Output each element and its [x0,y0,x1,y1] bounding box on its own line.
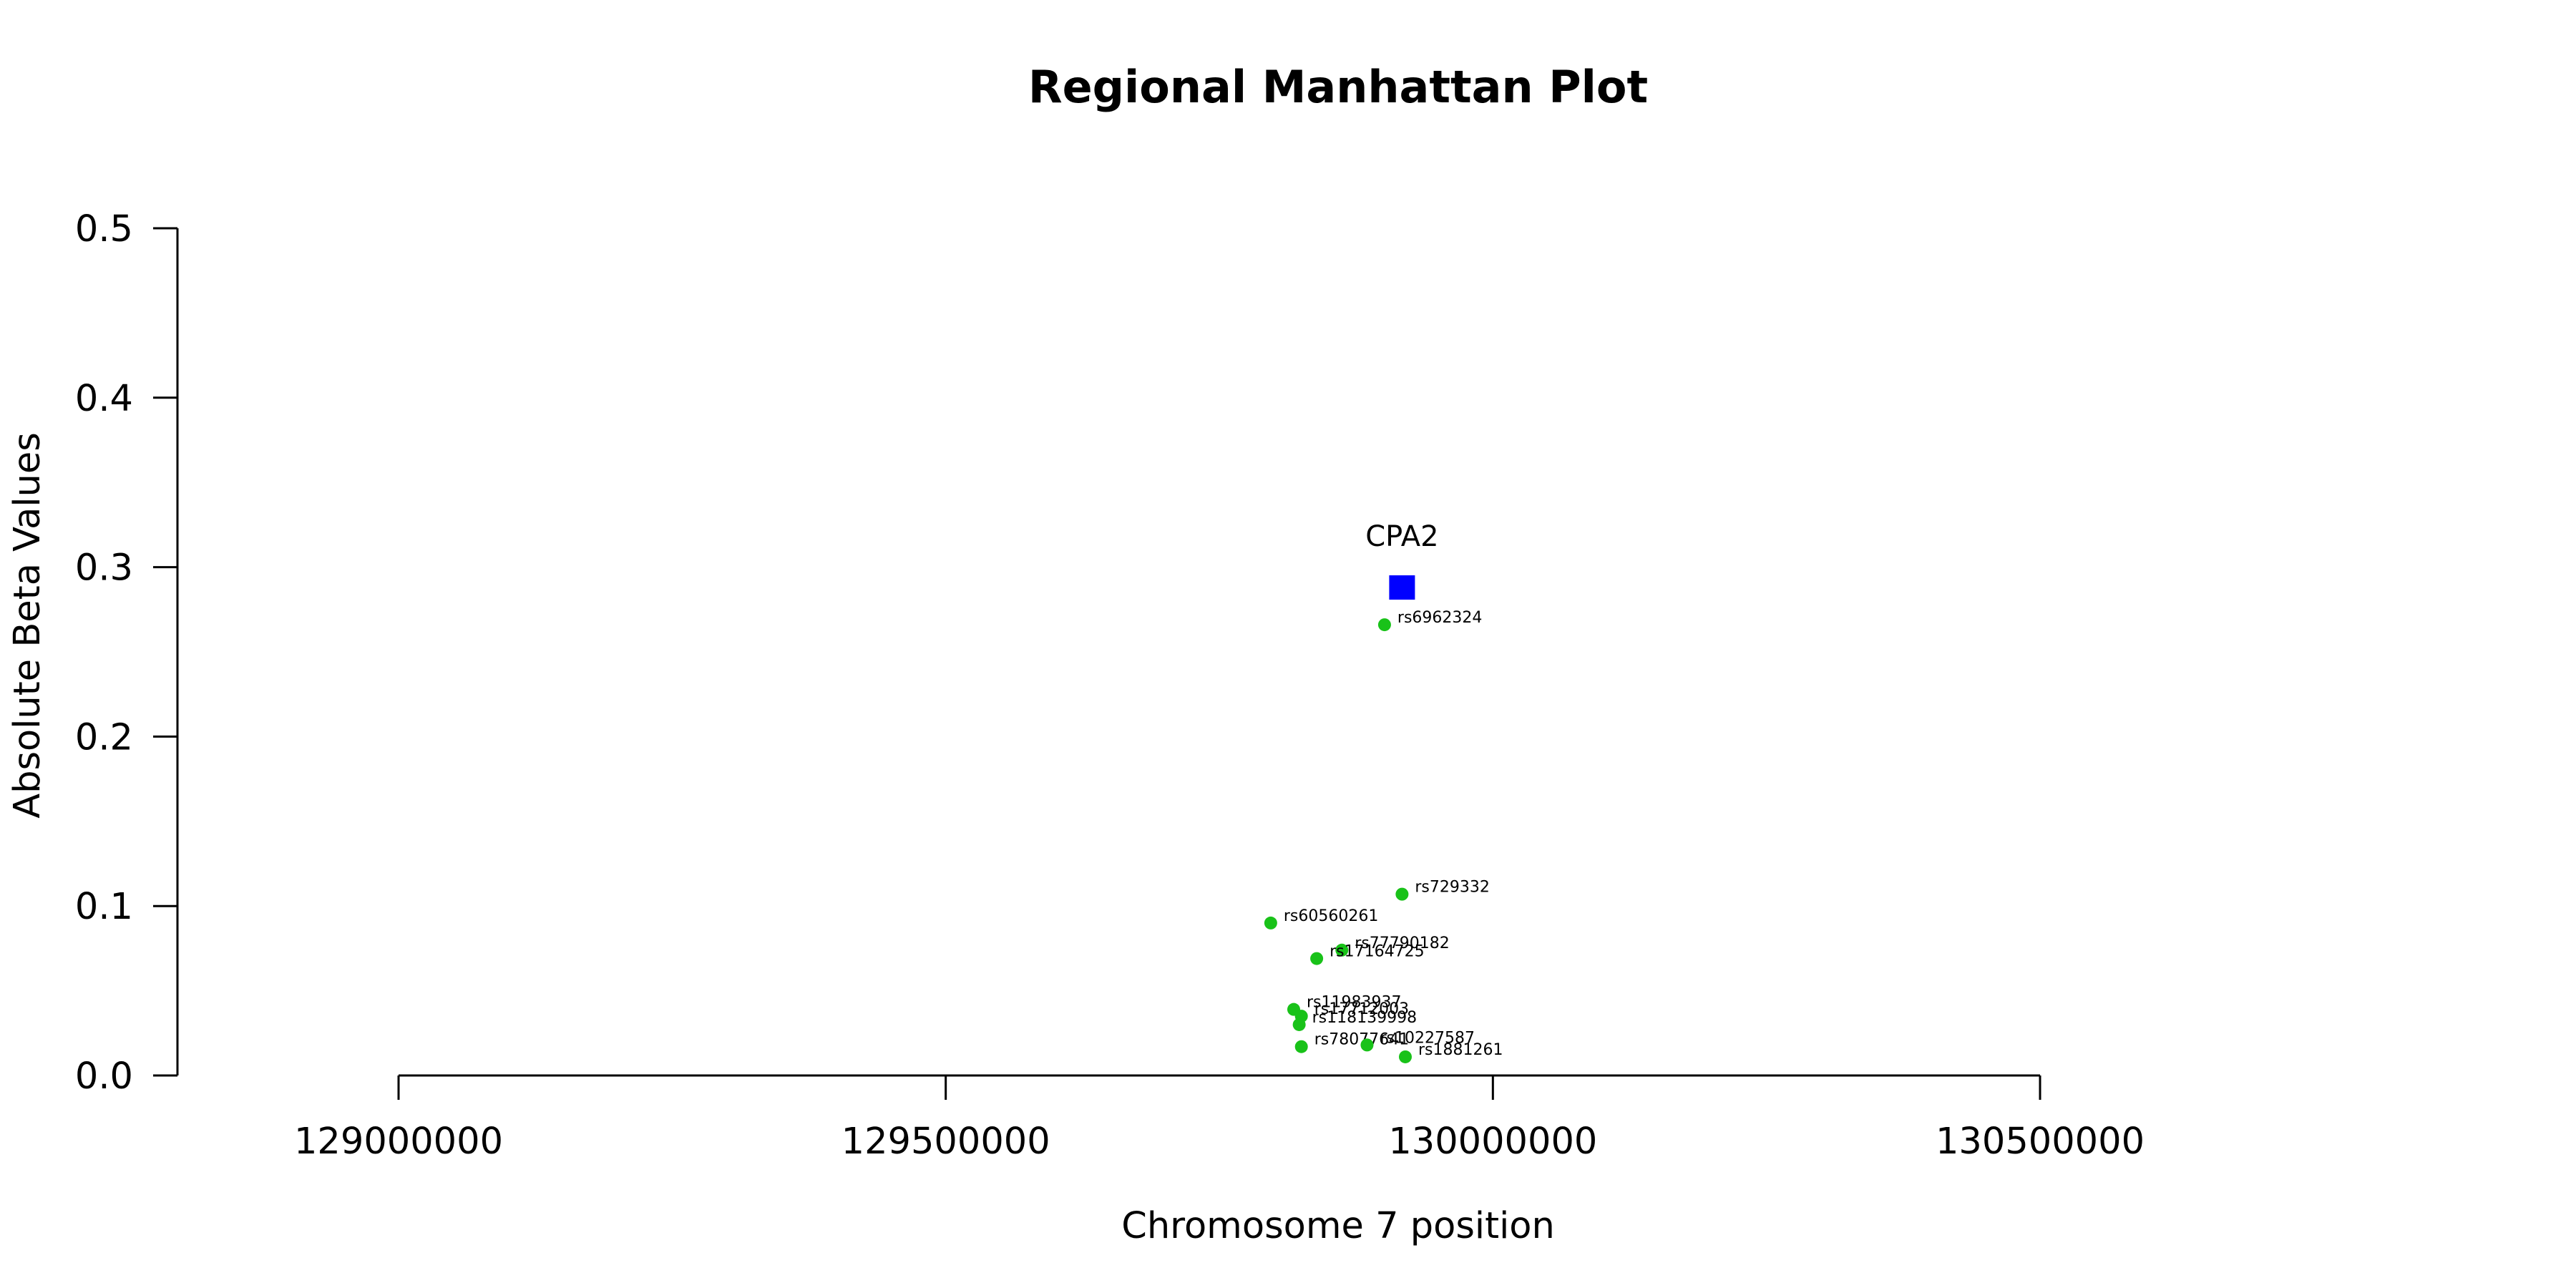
snp-point [1360,1038,1374,1052]
snp-point [1310,952,1324,965]
snp-label: rs60560261 [1284,907,1378,925]
y-axis-label: Absolute Beta Values [6,432,49,819]
snp-point [1264,916,1277,930]
snp-label: rs729332 [1415,879,1490,897]
x-tick-label: 129500000 [841,1121,1050,1163]
x-tick-label: 130000000 [1388,1121,1597,1163]
x-axis-label: Chromosome 7 position [1121,1205,1555,1247]
gene-marker [1389,575,1415,600]
snp-label: rs17164725 [1330,943,1424,961]
x-tick-label: 130500000 [1936,1121,2145,1163]
snp-label: rs77790182 [1355,935,1449,952]
snp-label: rs10227587 [1380,1029,1474,1047]
gene-label: CPA2 [1365,520,1438,553]
y-tick-label: 0.3 [75,547,133,590]
y-tick-label: 0.1 [75,886,133,928]
plot-area: rs6962324rs729332rs60560261rs77790182rs1… [1264,520,1503,1063]
snp-point [1335,943,1349,957]
snp-label: rs118139998 [1312,1009,1417,1027]
chart-title: Regional Manhattan Plot [1028,61,1648,113]
snp-point [1292,1018,1306,1031]
y-tick-label: 0.0 [75,1055,133,1098]
snp-point [1294,1040,1308,1053]
snp-point [1377,618,1391,632]
x-axis: 129000000 129500000 130000000 130500000 [294,1074,2145,1163]
y-tick-label: 0.5 [75,208,133,250]
x-tick-label: 129000000 [294,1121,503,1163]
snp-label: rs6962324 [1397,609,1482,627]
snp-label: rs17712003 [1314,1000,1409,1018]
y-tick-label: 0.2 [75,716,133,758]
y-axis: 0.0 0.1 0.2 0.3 0.4 0.5 [75,208,179,1098]
y-tick-label: 0.4 [75,378,133,420]
snp-label: rs1881261 [1418,1041,1503,1059]
snp-label: rs11983937 [1307,994,1401,1012]
snp-point [1398,1050,1412,1063]
snp-point [1395,887,1409,901]
